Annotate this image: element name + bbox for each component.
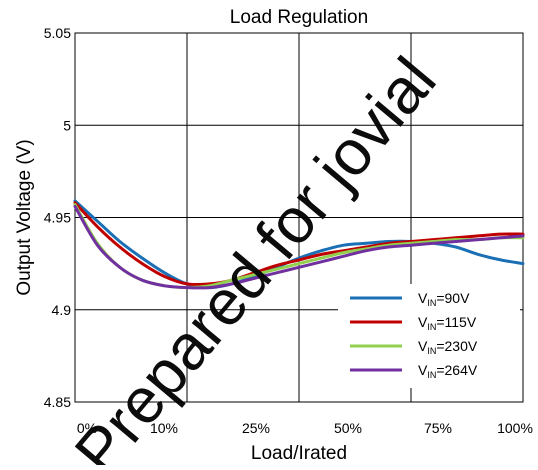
x-tick-labels: 0% 10% 25% 50% 75% 100%	[77, 420, 533, 436]
legend-entry-label: VIN=264V	[418, 362, 478, 380]
x-tick-label: 50%	[334, 420, 362, 436]
x-tick-label: 0%	[77, 420, 97, 436]
x-tick-label: 75%	[424, 420, 452, 436]
x-tick-label: 100%	[497, 420, 533, 436]
x-axis-label: Load/Irated	[251, 443, 347, 464]
y-axis-label: Output Voltage (V)	[14, 139, 35, 295]
chart-title: Load Regulation	[230, 7, 368, 28]
x-tick-label: 10%	[150, 420, 178, 436]
legend-entry-label: VIN=230V	[418, 338, 478, 356]
y-tick-label: 5	[63, 117, 71, 133]
grid-layer	[75, 33, 523, 402]
plot-frame	[74, 32, 524, 403]
y-tick-label: 4.95	[44, 210, 71, 226]
x-tick-label: 25%	[242, 420, 270, 436]
legend: VIN=90V VIN=115V VIN=230V VIN=264V	[338, 284, 520, 388]
series-line	[73, 199, 525, 290]
y-tick-label: 4.9	[52, 302, 72, 318]
y-tick-label: 4.85	[44, 394, 71, 410]
legend-entry-label: VIN=115V	[418, 314, 477, 332]
series-line	[73, 201, 525, 287]
series-line	[73, 204, 525, 290]
y-tick-label: 5.05	[44, 25, 71, 41]
series-layer	[73, 199, 525, 290]
y-tick-labels: 4.85 4.9 4.95 5 5.05	[44, 25, 71, 410]
legend-entry-label: VIN=90V	[418, 290, 470, 308]
